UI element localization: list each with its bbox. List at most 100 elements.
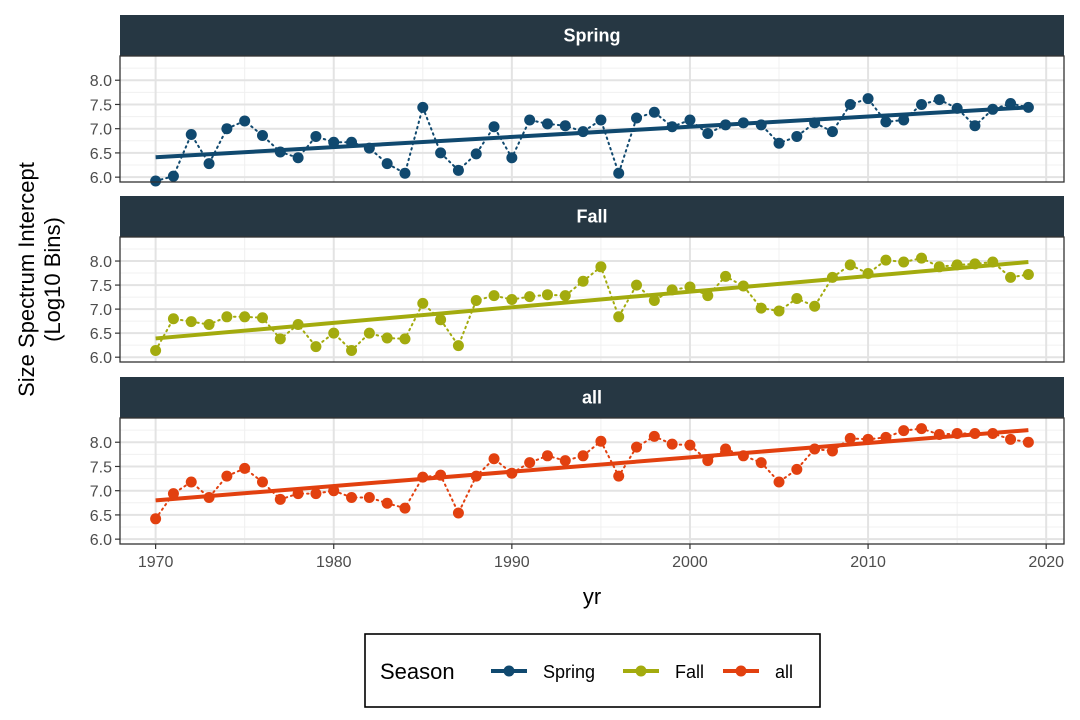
- data-point: [541, 450, 553, 462]
- data-point: [987, 256, 999, 268]
- data-point: [916, 423, 928, 435]
- data-point: [150, 513, 162, 525]
- data-point: [826, 126, 838, 138]
- data-point: [310, 341, 322, 353]
- data-point: [488, 453, 500, 465]
- data-point: [684, 281, 696, 293]
- facet-spring: Spring 6.0 6.5 7.0 7.5 8.0: [90, 15, 1065, 187]
- data-point: [862, 268, 874, 280]
- facet-all: all 6.0 6.5 7.0 7.5 8.0: [90, 377, 1065, 549]
- data-point: [987, 428, 999, 440]
- y-tick-label: 8.0: [90, 254, 112, 271]
- data-point: [613, 470, 625, 482]
- data-point: [363, 327, 375, 339]
- data-point: [506, 467, 518, 479]
- data-point: [506, 294, 518, 305]
- data-point: [185, 476, 197, 488]
- data-point: [399, 502, 411, 514]
- data-point: [470, 148, 482, 160]
- data-point: [916, 252, 928, 264]
- data-point: [684, 114, 696, 126]
- data-point: [221, 470, 233, 482]
- data-point: [203, 158, 215, 170]
- data-point: [613, 311, 625, 323]
- legend-key-point: [735, 665, 747, 677]
- data-point: [702, 128, 714, 140]
- data-point: [933, 261, 945, 273]
- y-tick-label: 6.5: [90, 508, 112, 525]
- data-point: [613, 167, 625, 179]
- data-point: [256, 312, 268, 324]
- data-point: [346, 136, 358, 148]
- facet-strip: [120, 15, 1064, 56]
- legend-key-point: [503, 665, 515, 677]
- data-point: [862, 433, 874, 445]
- x-axis-title: yr: [583, 584, 601, 609]
- data-point: [559, 120, 571, 132]
- data-point: [969, 120, 981, 132]
- data-point: [524, 114, 536, 126]
- data-point: [666, 121, 678, 133]
- y-axis: 6.0 6.5 7.0 7.5 8.0: [90, 254, 120, 367]
- data-point: [1022, 436, 1034, 448]
- x-tick-label: 1990: [494, 554, 530, 571]
- y-tick-label: 8.0: [90, 73, 112, 90]
- data-point: [898, 256, 910, 268]
- facet-strip: [120, 377, 1064, 418]
- data-point: [346, 344, 358, 356]
- data-point: [328, 485, 340, 497]
- legend: Season Spring Fall all: [364, 633, 821, 708]
- data-point: [969, 428, 981, 440]
- data-point: [737, 117, 749, 129]
- data-point: [933, 94, 945, 106]
- data-point: [1005, 97, 1017, 109]
- facet-panels: Spring 6.0 6.5 7.0 7.5 8.0 Fall 6.0 6.5 7.0 7.5 8.0…: [90, 15, 1065, 549]
- data-point: [203, 319, 215, 330]
- data-point: [256, 129, 268, 141]
- legend-item-spring: Spring: [491, 662, 595, 682]
- data-point: [310, 130, 322, 142]
- data-point: [844, 98, 856, 110]
- data-point: [541, 289, 553, 301]
- data-point: [916, 98, 928, 110]
- data-point: [755, 302, 767, 314]
- facet-fall: Fall 6.0 6.5 7.0 7.5 8.0: [90, 196, 1065, 367]
- data-point: [559, 290, 571, 302]
- data-point: [791, 463, 803, 475]
- data-point: [292, 488, 304, 500]
- data-points: [150, 423, 1034, 525]
- legend-items: Spring Fall all: [491, 662, 793, 682]
- data-point: [435, 147, 447, 159]
- y-tick-label: 7.0: [90, 484, 112, 501]
- facet-strip-label: Fall: [576, 207, 607, 227]
- data-point: [595, 114, 607, 126]
- data-point: [951, 428, 963, 440]
- data-point: [524, 457, 536, 469]
- data-point: [559, 455, 571, 467]
- data-point: [167, 313, 179, 325]
- y-axis-title: Size Spectrum Intercept (Log10 Bins): [14, 162, 65, 397]
- panel-border: [119, 55, 1065, 183]
- data-point: [720, 119, 732, 131]
- y-tick-label: 6.0: [90, 532, 112, 549]
- y-tick-label: 7.5: [90, 97, 112, 114]
- data-point: [969, 258, 981, 270]
- data-point: [274, 493, 286, 505]
- data-point: [648, 106, 660, 118]
- data-point: [506, 152, 518, 164]
- data-point: [399, 167, 411, 179]
- data-point: [951, 102, 963, 114]
- data-point: [488, 121, 500, 133]
- data-point: [773, 137, 785, 149]
- data-point: [898, 425, 910, 437]
- y-tick-label: 7.0: [90, 302, 112, 319]
- trend-line-spring: [155, 105, 1029, 160]
- facet-strip-label: all: [582, 388, 602, 408]
- data-point: [150, 175, 162, 187]
- panel-border: [119, 236, 1065, 363]
- data-point: [880, 431, 892, 443]
- data-points: [150, 93, 1034, 187]
- facet-strip-label: Spring: [564, 26, 621, 46]
- data-point: [826, 271, 838, 283]
- x-tick-label: 1980: [316, 554, 352, 571]
